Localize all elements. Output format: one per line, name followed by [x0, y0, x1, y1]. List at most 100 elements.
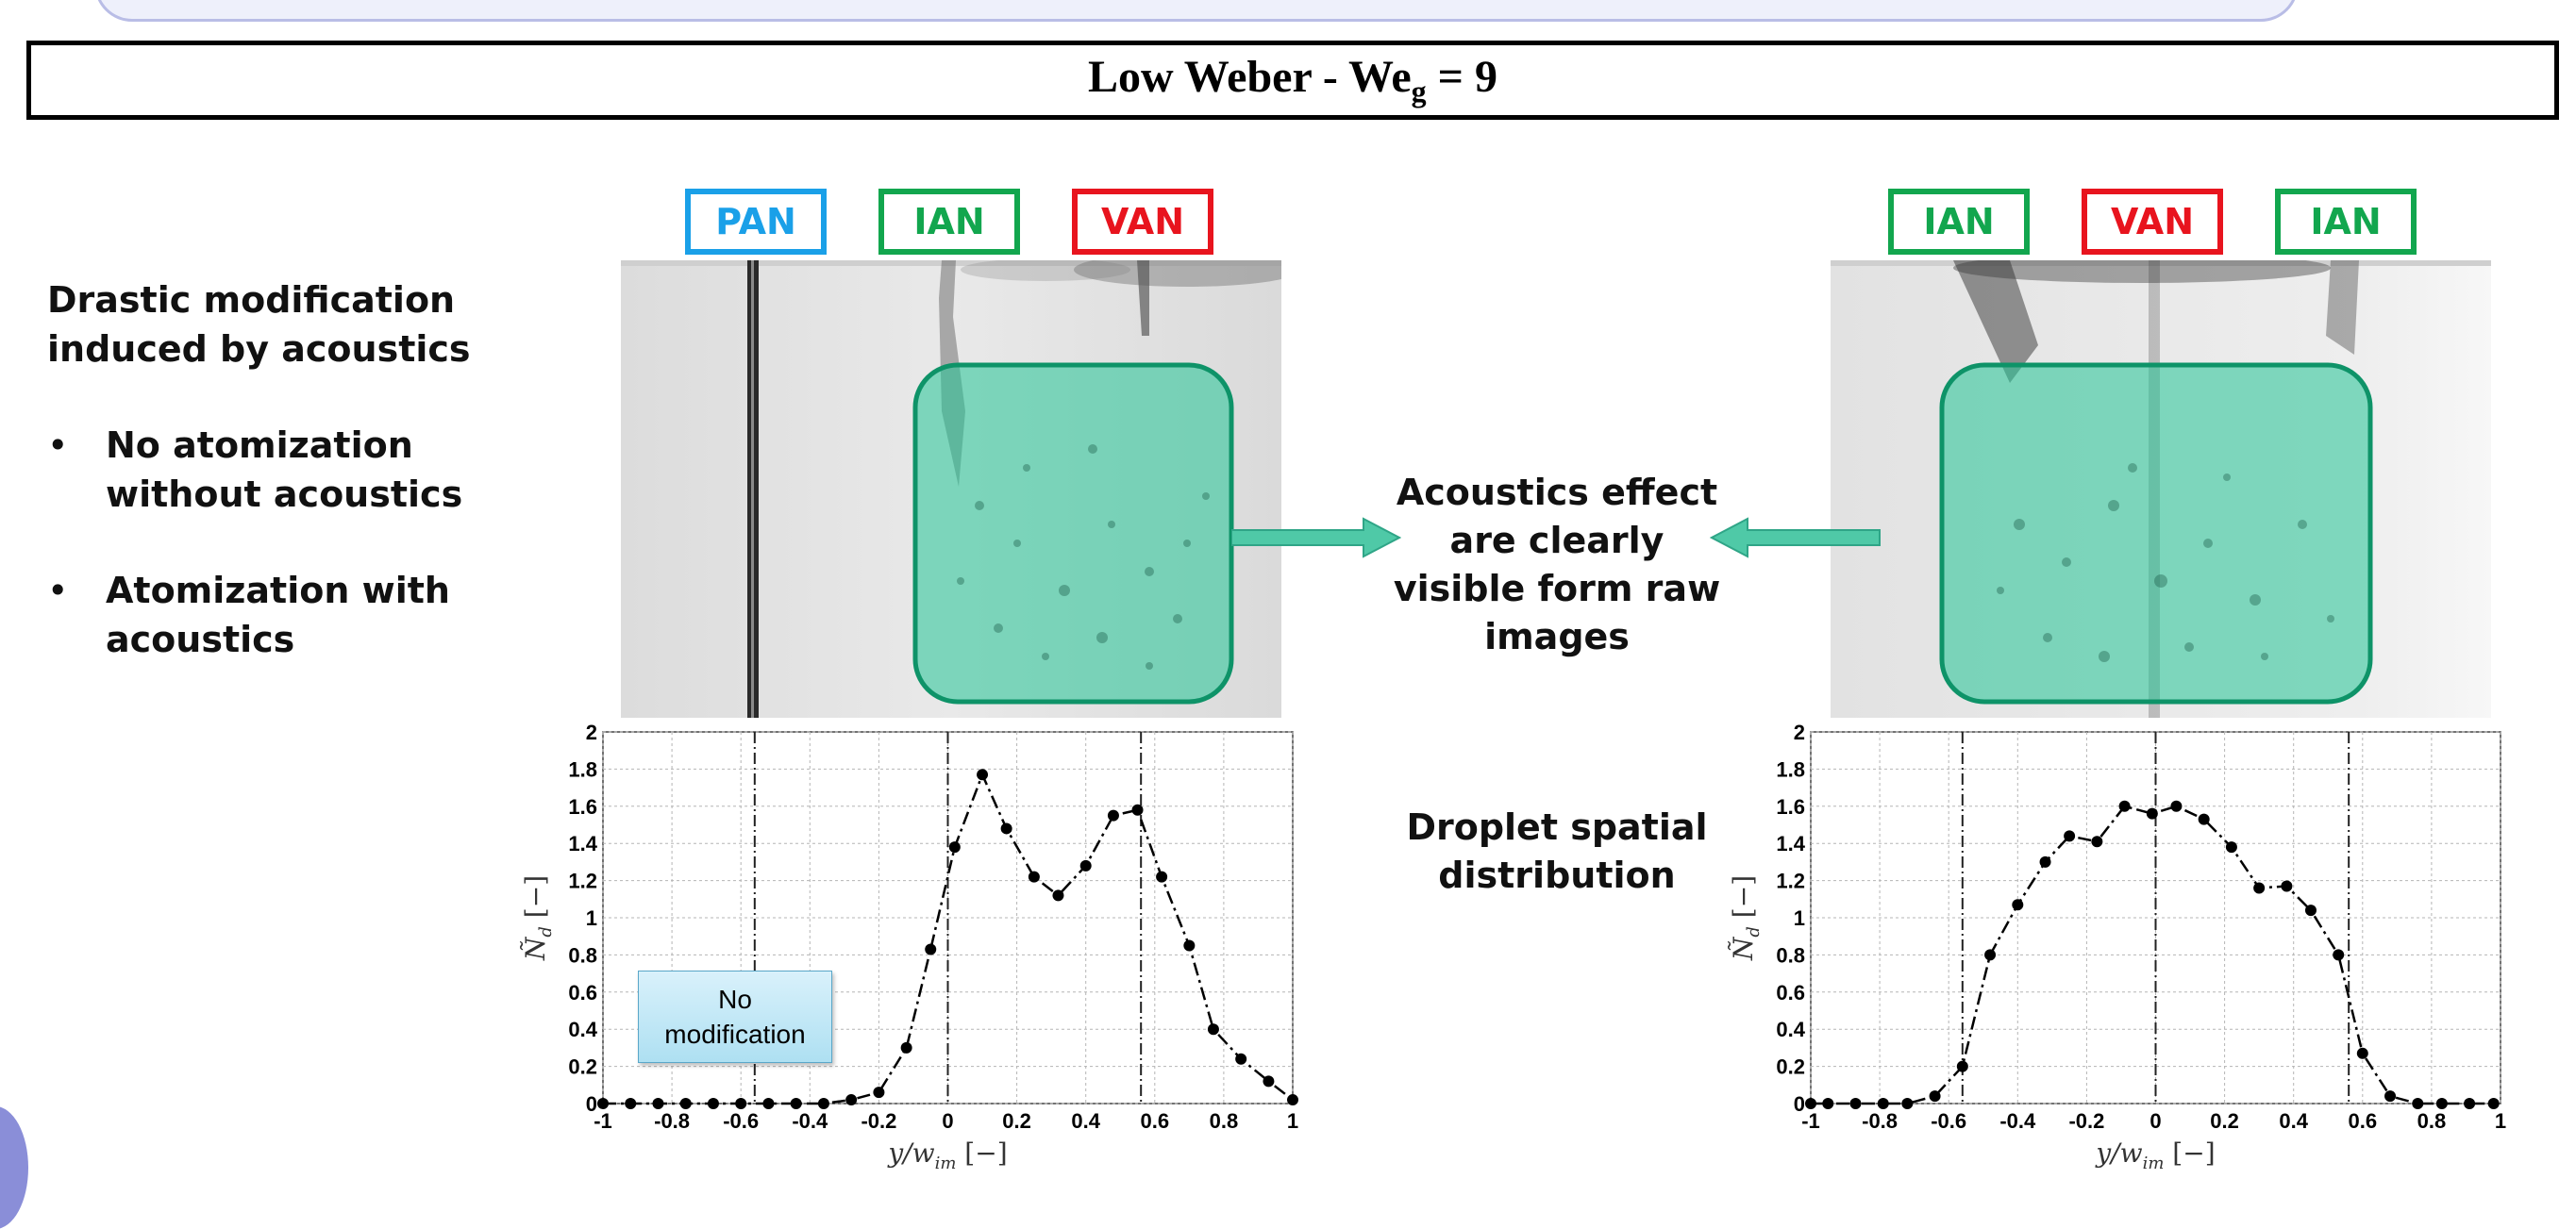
- tag-van-right: VAN: [2082, 189, 2223, 255]
- data-point: [679, 1098, 692, 1109]
- data-point: [1877, 1098, 1889, 1109]
- chart-right: -1 -0.8 -0.6 -0.4 -0.2 0 0.2 0.4 0.6 0.8 1 0 0.2 0.4 0…: [1728, 721, 2506, 1172]
- data-point: [707, 1098, 719, 1109]
- y-tick-label: 0: [1794, 1092, 1805, 1116]
- series-line: [1811, 805, 2494, 1105]
- data-point: [1235, 1053, 1247, 1065]
- data-point: [1107, 809, 1119, 822]
- x-tick-label: -0.2: [2068, 1109, 2104, 1133]
- note-text: No modification: [664, 985, 806, 1049]
- data-point: [1805, 1098, 1816, 1109]
- data-point: [1000, 822, 1012, 835]
- left-spray-image: [621, 260, 1281, 718]
- data-point: [625, 1098, 637, 1109]
- header-band: [94, 0, 2299, 22]
- x-tick-label: 1: [2495, 1109, 2506, 1133]
- no-modification-note: No modification: [638, 971, 832, 1063]
- y-tick-label: 0: [586, 1092, 597, 1116]
- x-tick-label: -1: [1801, 1109, 1820, 1133]
- left-description: Drastic modification induced by acoustic…: [47, 275, 576, 664]
- bullet-no-atomization: No atomization without acoustics: [47, 421, 576, 519]
- data-point: [2304, 905, 2317, 917]
- corner-decoration: [0, 1106, 28, 1229]
- x-tick-label: 0.2: [2210, 1109, 2239, 1133]
- data-point: [2064, 830, 2076, 842]
- data-point: [1263, 1075, 1275, 1088]
- data-point: [2333, 949, 2345, 961]
- data-point: [977, 769, 989, 781]
- y-tick-label: 1.4: [1776, 832, 1805, 855]
- x-tick-label: -0.8: [1862, 1109, 1898, 1133]
- data-point: [790, 1098, 802, 1109]
- x-tick-label: -0.2: [861, 1109, 896, 1133]
- x-tick-label: 0: [942, 1109, 953, 1133]
- x-axis-label: y/wim [−]: [2094, 1138, 2215, 1172]
- x-tick-label: 0.4: [1071, 1109, 1100, 1133]
- title-main: Low Weber - We: [1087, 52, 1412, 103]
- data-point: [597, 1098, 609, 1109]
- data-point: [1028, 871, 1040, 883]
- y-tick-label: 1.8: [568, 757, 597, 781]
- y-tick-label: 0.6: [568, 981, 597, 1005]
- y-tick-label: 1.6: [1776, 795, 1805, 819]
- y-tick-label: 0.4: [1776, 1018, 1805, 1041]
- title-suffix: = 9: [1426, 52, 1498, 103]
- data-point: [2281, 880, 2293, 892]
- effect-caption: Acoustics effect are clearly visible for…: [1393, 472, 1721, 657]
- y-tick-label: 0.8: [568, 943, 597, 967]
- data-point: [735, 1098, 747, 1109]
- data-point: [1822, 1098, 1834, 1109]
- tag-ian-right-b: IAN: [2275, 189, 2417, 255]
- title-subscript: g: [1411, 74, 1427, 108]
- y-tick-label: 1.8: [1776, 757, 1805, 781]
- x-tick-label: -0.6: [723, 1109, 759, 1133]
- data-point: [1956, 1060, 1968, 1072]
- y-tick-label: 1: [586, 906, 597, 930]
- data-point: [2435, 1098, 2448, 1109]
- data-point: [900, 1041, 912, 1054]
- y-tick-label: 0.2: [1776, 1055, 1805, 1079]
- data-point: [2225, 841, 2237, 854]
- data-point: [652, 1098, 664, 1109]
- data-point: [2253, 882, 2266, 894]
- y-tick-label: 2: [1794, 721, 1805, 744]
- tag-ian-right-a: IAN: [1888, 189, 2030, 255]
- x-tick-label: 0.6: [1141, 1109, 1170, 1133]
- data-point: [2384, 1090, 2397, 1103]
- data-point: [1849, 1098, 1862, 1109]
- tag-ian-left: IAN: [878, 189, 1020, 255]
- data-point: [1131, 804, 1144, 816]
- data-point: [2412, 1098, 2424, 1109]
- y-tick-label: 0.2: [568, 1055, 597, 1079]
- y-tick-label: 1.4: [568, 832, 597, 855]
- x-tick-label: 0.8: [2417, 1109, 2447, 1133]
- y-tick-label: 1.2: [568, 870, 597, 893]
- data-point: [1052, 889, 1064, 902]
- data-point: [762, 1098, 775, 1109]
- x-tick-label: 0.4: [2279, 1109, 2308, 1133]
- data-point: [2356, 1047, 2368, 1059]
- y-tick-label: 0.6: [1776, 981, 1805, 1005]
- arrow-left: [1710, 517, 1881, 558]
- tag-pan: PAN: [685, 189, 827, 255]
- data-point: [2464, 1098, 2476, 1109]
- data-point: [1287, 1094, 1298, 1106]
- data-point: [948, 841, 961, 854]
- right-spray-image: [1831, 260, 2491, 718]
- y-axis-label: Ñd [−]: [520, 875, 556, 961]
- description-heading: Drastic modification induced by acoustic…: [47, 279, 471, 370]
- y-axis-label: Ñd [−]: [1728, 875, 1764, 961]
- data-point: [2198, 813, 2210, 825]
- title-box: Low Weber - Weg = 9: [26, 41, 2559, 120]
- data-point: [2146, 807, 2158, 820]
- chart-left: -1 -0.8 -0.6 -0.4 -0.2 0 0.2 0.4 0.6 0.8 1 0 0.2 0.4 0…: [520, 721, 1298, 1172]
- x-tick-label: 0.6: [2349, 1109, 2378, 1133]
- x-tick-label: -0.8: [654, 1109, 690, 1133]
- distribution-caption: Droplet spatial distribution: [1406, 806, 1708, 896]
- y-tick-label: 1.2: [1776, 870, 1805, 893]
- x-tick-label: 0.2: [1002, 1109, 1031, 1133]
- y-tick-label: 0.8: [1776, 943, 1805, 967]
- arrow-right: [1231, 517, 1401, 558]
- data-point: [2170, 800, 2183, 812]
- data-point: [1901, 1098, 1914, 1109]
